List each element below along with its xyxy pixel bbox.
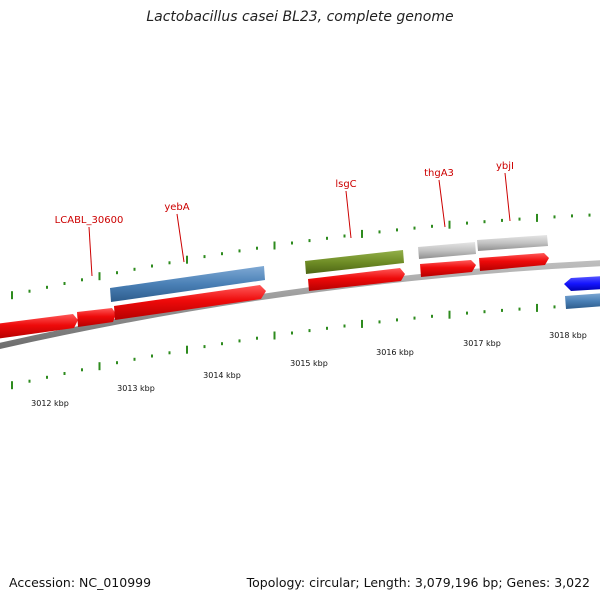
leader-yebA [176,213,185,263]
scale-label-3015: 3015 kbp [290,359,328,368]
cds-1[interactable] [0,314,78,339]
label-LCABL_30600: LCABL_30600 [55,215,124,226]
gene-right-blue[interactable] [565,293,600,309]
accession-text: Accession: NC_010999 [9,575,152,590]
leader-lsgC [345,190,352,239]
gene-right-bright-blue[interactable] [564,276,600,291]
label-ybjI: ybjI [496,161,514,172]
cds-6[interactable] [479,253,549,271]
cds-3[interactable] [114,285,266,320]
scale-label-3014: 3014 kbp [203,371,241,380]
label-yebA: yebA [164,202,189,213]
label-thgA3: thgA3 [424,168,454,179]
cds-2[interactable] [77,308,116,327]
backbone-track [0,260,600,349]
scale-label-3012: 3012 kbp [31,399,69,408]
scale-label-3013: 3013 kbp [117,384,155,393]
leader-ybjI [504,172,511,222]
label-lsgC: lsgC [335,179,356,190]
cds-5[interactable] [420,260,476,277]
genome-summary-text: Topology: circular; Length: 3,079,196 bp… [246,575,590,590]
scale-label-3018: 3018 kbp [549,331,587,340]
cds-4[interactable] [308,268,405,291]
gene-yebA[interactable] [110,266,265,302]
leader-thgA3 [438,179,446,228]
gene-thgA3[interactable] [418,242,476,259]
inner-tick-ring [11,303,591,390]
scale-label-3016: 3016 kbp [376,348,414,357]
gene-lsgC[interactable] [305,250,404,274]
outer-tick-ring [11,213,591,300]
map-title: Lactobacillus casei BL23, complete genom… [146,9,454,25]
scale-label-3017: 3017 kbp [463,339,501,348]
leader-LCABL_30600 [88,226,93,277]
gene-ybjI[interactable] [477,235,548,251]
